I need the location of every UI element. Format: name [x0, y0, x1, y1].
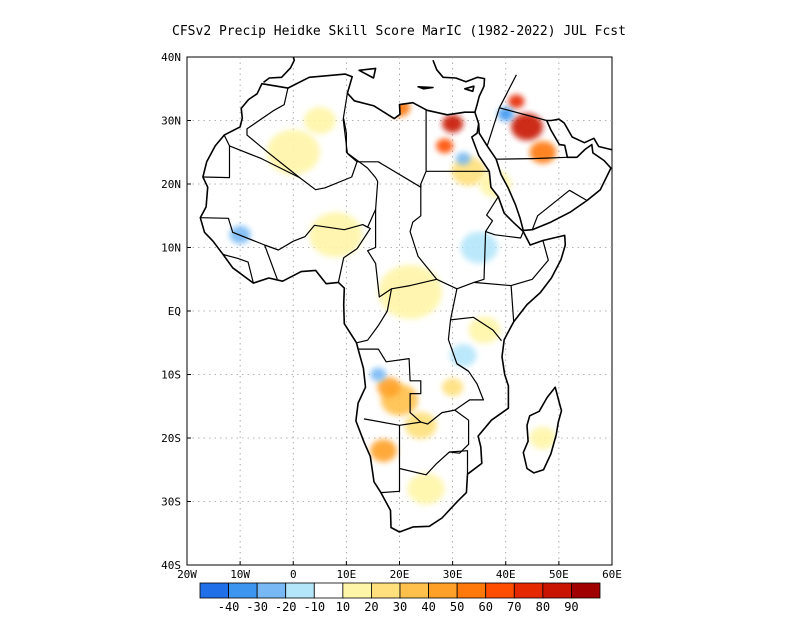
lon-tick-label: 60E [602, 568, 622, 581]
colorbar-label: 70 [507, 600, 521, 614]
colorbar-swatch [285, 582, 315, 599]
lon-tick-label: 20W [177, 568, 197, 581]
lon-tick-label: 20E [390, 568, 410, 581]
country-border [420, 409, 470, 454]
colorbar-swatch [199, 582, 229, 599]
country-border [200, 118, 379, 251]
map-title: CFSv2 Precip Heidke Skill Score MarIC (1… [172, 24, 626, 39]
skill-patch [511, 113, 543, 141]
skill-patch [436, 138, 454, 154]
island-coastline [358, 67, 377, 79]
colorbar-swatch [342, 582, 372, 599]
colorbar-swatch [485, 582, 515, 599]
levant-coastline [432, 59, 486, 113]
colorbar-label: 10 [336, 600, 350, 614]
country-border [496, 156, 568, 160]
colorbar-swatch [571, 582, 601, 599]
lat-tick-label: 10N [161, 242, 181, 255]
skill-patch [377, 377, 401, 398]
island-coastline [417, 86, 434, 90]
country-border [202, 145, 231, 179]
colorbar: -40 -30 -20 -10 10 20 30 40 50 60 70 80 90 [199, 582, 601, 614]
lat-tick-label: 40N [161, 51, 181, 64]
colorbar-swatch [513, 582, 544, 599]
colorbar-swatch [228, 582, 258, 599]
lat-tick-label: 20S [161, 432, 181, 445]
colorbar-swatch [428, 582, 458, 599]
colorbar-label: 30 [393, 600, 407, 614]
skill-patch [529, 426, 557, 450]
colorbar-label: -30 [246, 600, 268, 614]
colorbar-label: -40 [218, 600, 240, 614]
iberia-coastline [263, 57, 296, 84]
skill-patch [370, 367, 387, 382]
lat-tick-label: 30N [161, 115, 181, 128]
colorbar-label: 40 [421, 600, 435, 614]
lat-tick-label: 30S [161, 496, 181, 509]
country-border [356, 288, 393, 344]
skill-patch [468, 316, 501, 344]
colorbar-swatch [256, 582, 287, 599]
country-border [450, 316, 502, 342]
madagascar-coastline [522, 386, 563, 474]
skill-patch [378, 264, 442, 320]
africa-coastline [199, 73, 567, 533]
lat-tick-label: 20N [161, 178, 181, 191]
colorbar-label: 80 [536, 600, 550, 614]
country-border [264, 244, 278, 280]
lon-tick-label: 0 [290, 568, 297, 581]
skill-patch [404, 411, 437, 439]
country-border [337, 224, 371, 283]
country-border [485, 231, 524, 239]
country-border [456, 363, 469, 372]
colorbar-label: 60 [478, 600, 492, 614]
axis-ticks: 20W 10W 0 10E 20E 30E 40E 50E 60E 40N 30N 20N 10N EQ 1… [161, 51, 622, 581]
skill-patch [442, 114, 464, 133]
country-border [223, 134, 300, 179]
country-border [531, 189, 588, 230]
country-border [499, 107, 547, 122]
skill-patch [266, 129, 320, 175]
skill-shading [229, 94, 557, 505]
colorbar-swatch [313, 582, 344, 599]
lon-tick-label: 40E [496, 568, 516, 581]
skill-patch [309, 212, 363, 258]
skill-patch [460, 231, 498, 264]
coastlines [199, 57, 612, 533]
colorbar-swatch [399, 582, 429, 599]
arabia-coastline [477, 118, 612, 232]
lon-tick-label: 10E [336, 568, 356, 581]
colorbar-swatch [456, 582, 487, 599]
lon-tick-label: 50E [549, 568, 569, 581]
colorbar-label: -10 [303, 600, 325, 614]
land-shading [229, 94, 557, 505]
skill-patch [455, 152, 471, 165]
country-border [358, 348, 422, 426]
colorbar-label: 90 [564, 600, 578, 614]
skill-patch [529, 140, 557, 164]
colorbar-swatch [542, 582, 572, 599]
country-border [399, 450, 469, 476]
colorbar-label: 20 [364, 600, 378, 614]
skill-patch [370, 439, 397, 462]
lon-tick-label: 10W [230, 568, 250, 581]
lat-tick-label: EQ [168, 305, 181, 318]
skill-patch [303, 106, 336, 135]
skill-patch [407, 472, 445, 505]
lon-tick-label: 30E [443, 568, 463, 581]
island-coastline [464, 85, 475, 93]
country-border [510, 240, 549, 287]
lat-tick-label: 10S [161, 369, 181, 382]
lat-tick-label: 40S [161, 559, 181, 572]
skill-patch [508, 94, 525, 109]
colorbar-label: 50 [450, 600, 464, 614]
country-border [222, 253, 254, 284]
colorbar-label: -20 [275, 600, 297, 614]
colorbar-swatch [371, 582, 401, 599]
country-border [367, 209, 437, 298]
skill-patch [442, 378, 464, 397]
